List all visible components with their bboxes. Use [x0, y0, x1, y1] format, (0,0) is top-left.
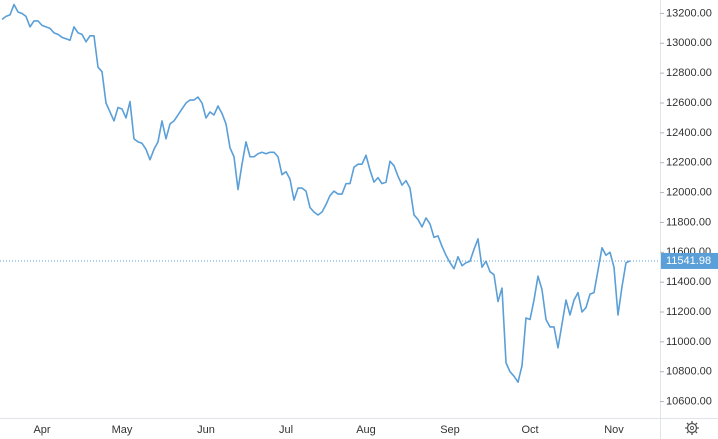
y-tick-label: 13000.00 [666, 37, 712, 49]
y-tick-label: 11200.00 [666, 306, 711, 318]
x-tick-label: May [112, 424, 133, 436]
settings-gear-hub[interactable] [689, 425, 695, 431]
x-tick-label: Oct [521, 424, 538, 436]
settings-icon[interactable] [685, 421, 699, 435]
y-tick-label: 12200.00 [666, 157, 712, 169]
y-tick-label: 11600.00 [666, 246, 711, 258]
y-tick-label: 13200.00 [666, 7, 712, 19]
x-tick-label: Sep [440, 424, 460, 436]
y-tick-label: 12800.00 [666, 67, 712, 79]
settings-gear[interactable] [686, 422, 698, 434]
y-tick-label: 12000.00 [666, 186, 712, 198]
y-tick-label: 10600.00 [666, 395, 712, 407]
last-price-box [661, 252, 718, 269]
x-tick-label: Nov [604, 424, 624, 436]
x-tick-label: Apr [33, 424, 50, 436]
y-tick-label: 11000.00 [666, 336, 711, 348]
x-tick-label: Jun [197, 424, 215, 436]
x-tick-label: Jul [279, 424, 293, 436]
x-tick-label: Aug [356, 424, 376, 436]
settings-gear-teeth[interactable] [685, 421, 699, 435]
y-tick-label: 11400.00 [666, 276, 711, 288]
y-tick-label: 12600.00 [666, 97, 712, 109]
price-line [1, 3, 631, 383]
y-tick-label: 12400.00 [666, 127, 712, 139]
last-price-label: 11541.98 [666, 255, 711, 267]
y-tick-label: 10800.00 [666, 366, 712, 378]
y-tick-label: 11800.00 [666, 216, 711, 228]
